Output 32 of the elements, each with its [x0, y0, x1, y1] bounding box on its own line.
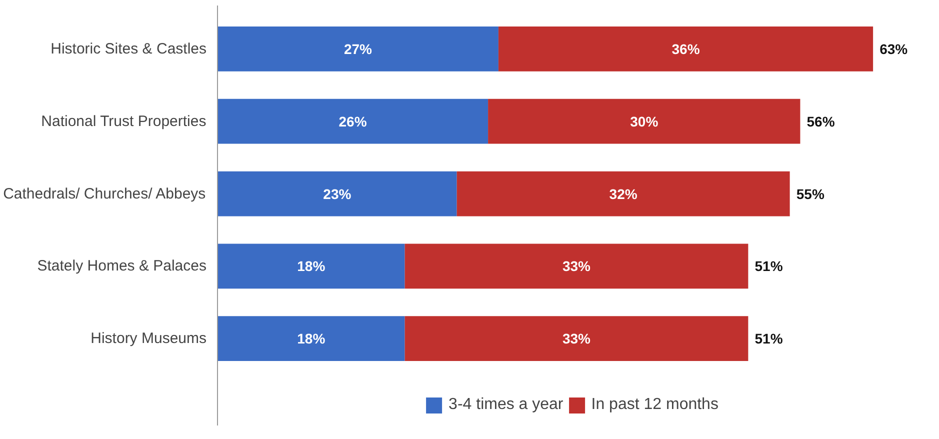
total-label: 63%: [880, 40, 908, 57]
bar: [218, 171, 457, 216]
bar: [488, 98, 800, 144]
data-label: 33%: [562, 258, 592, 274]
data-label: 18%: [297, 330, 326, 347]
legend-label: In past 12 months: [591, 396, 718, 414]
bar: [218, 26, 498, 72]
y-tick-label: Stately Homes & Palaces: [37, 258, 207, 275]
data-label: 30%: [630, 113, 659, 130]
y-tick-label: History Museums: [90, 330, 207, 348]
bar: [404, 316, 748, 362]
total-label: 51%: [754, 258, 784, 274]
bar: [404, 244, 748, 289]
data-label: 32%: [609, 186, 638, 202]
data-label: 23%: [323, 186, 352, 202]
total-label: 55%: [796, 186, 825, 202]
y-tick-label: Cathedrals/ Churches/ Abbeys: [3, 185, 206, 202]
bar: [218, 98, 488, 144]
data-label: 26%: [338, 113, 368, 130]
bar: [218, 244, 405, 289]
total-label: 51%: [754, 330, 784, 347]
y-tick-label: Historic Sites & Castles: [50, 40, 206, 58]
data-label: 36%: [672, 40, 700, 57]
data-label: 18%: [297, 258, 326, 274]
bar: [218, 316, 405, 362]
bar: [498, 26, 874, 72]
legend-label: 3-4 times a year: [448, 396, 564, 414]
data-label: 27%: [344, 40, 373, 57]
bar: [456, 171, 790, 216]
data-label: 33%: [562, 330, 592, 347]
total-label: 56%: [806, 113, 836, 130]
y-tick-label: National Trust Properties: [41, 112, 206, 130]
